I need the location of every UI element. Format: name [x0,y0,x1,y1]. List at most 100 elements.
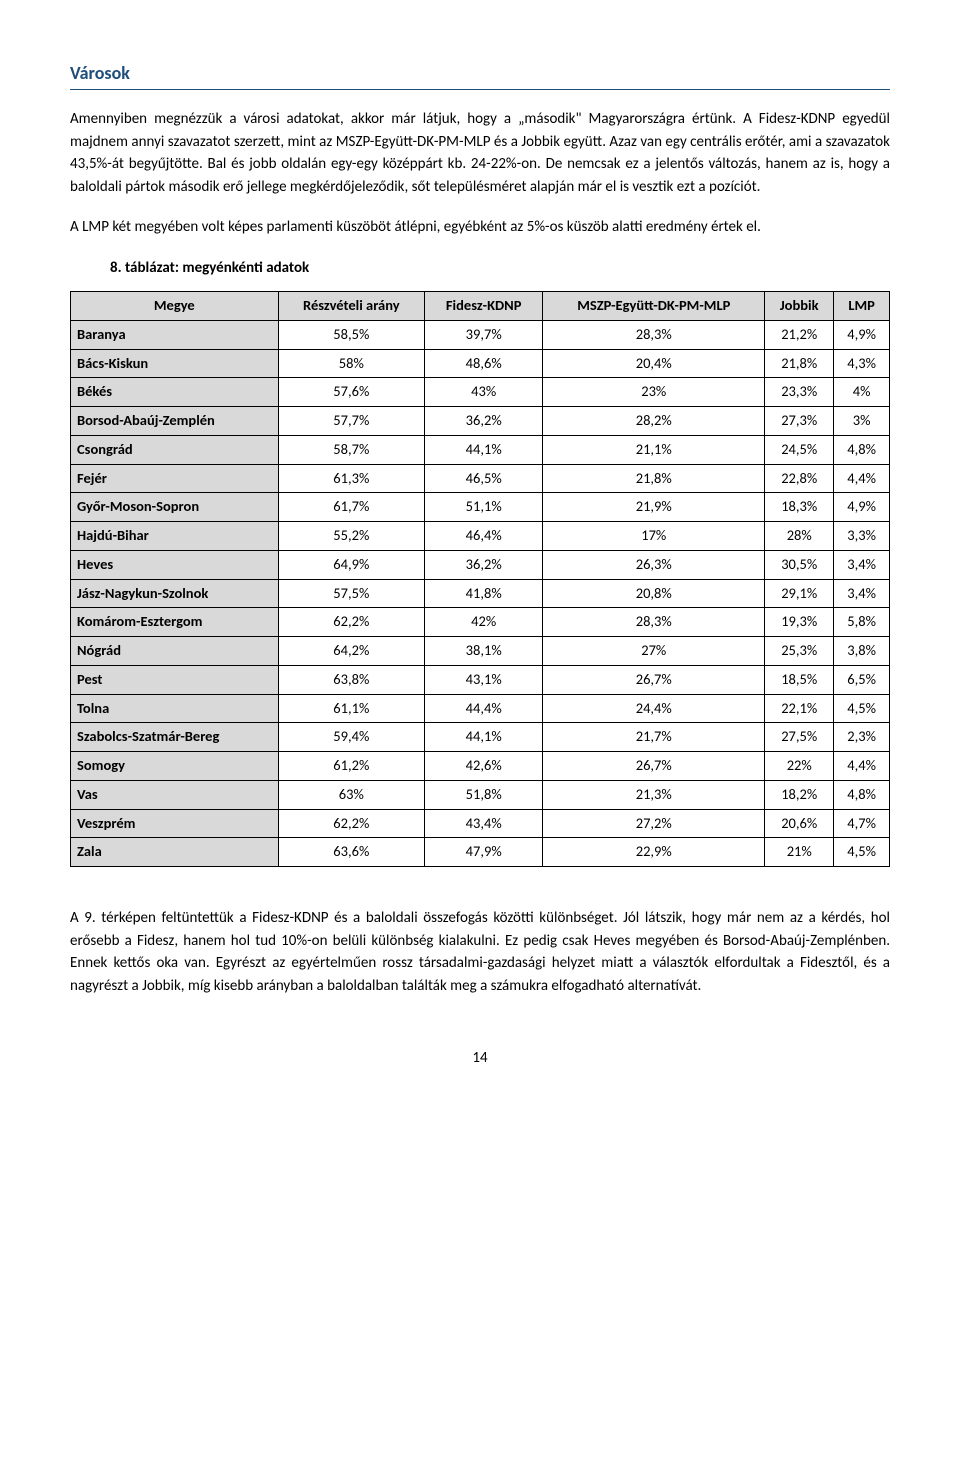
row-value: 27,2% [543,809,765,838]
row-value: 18,3% [765,493,834,522]
row-value: 22% [765,752,834,781]
row-value: 17% [543,522,765,551]
row-value: 63% [278,780,424,809]
row-value: 26,7% [543,665,765,694]
table-row: Tolna61,1%44,4%24,4%22,1%4,5% [71,694,890,723]
section-title: Városok [70,60,890,90]
row-value: 42,6% [425,752,543,781]
col-megye: Megye [71,292,279,321]
col-mszp: MSZP-Együtt-DK-PM-MLP [543,292,765,321]
row-value: 6,5% [834,665,890,694]
row-value: 4,4% [834,464,890,493]
row-value: 27,3% [765,407,834,436]
row-value: 4,3% [834,349,890,378]
row-value: 46,4% [425,522,543,551]
row-value: 58,7% [278,435,424,464]
county-data-table: Megye Részvételi arány Fidesz-KDNP MSZP-… [70,291,890,867]
row-value: 41,8% [425,579,543,608]
row-label: Jász-Nagykun-Szolnok [71,579,279,608]
row-value: 24,4% [543,694,765,723]
row-value: 21% [765,838,834,867]
row-label: Pest [71,665,279,694]
row-label: Baranya [71,320,279,349]
row-value: 21,3% [543,780,765,809]
row-value: 21,7% [543,723,765,752]
row-value: 4,9% [834,320,890,349]
row-label: Tolna [71,694,279,723]
row-value: 21,8% [543,464,765,493]
table-row: Komárom-Esztergom62,2%42%28,3%19,3%5,8% [71,608,890,637]
table-row: Csongrád58,7%44,1%21,1%24,5%4,8% [71,435,890,464]
row-value: 59,4% [278,723,424,752]
row-value: 26,3% [543,550,765,579]
row-value: 64,9% [278,550,424,579]
row-value: 23% [543,378,765,407]
row-value: 28,3% [543,320,765,349]
col-jobbik: Jobbik [765,292,834,321]
row-value: 62,2% [278,608,424,637]
row-value: 30,5% [765,550,834,579]
row-value: 22,8% [765,464,834,493]
row-value: 4,8% [834,780,890,809]
row-value: 63,8% [278,665,424,694]
table-row: Hajdú-Bihar55,2%46,4%17%28%3,3% [71,522,890,551]
table-row: Pest63,8%43,1%26,7%18,5%6,5% [71,665,890,694]
row-value: 55,2% [278,522,424,551]
row-value: 51,8% [425,780,543,809]
row-label: Vas [71,780,279,809]
paragraph-2: A LMP két megyében volt képes parlamenti… [70,216,890,239]
table-header-row: Megye Részvételi arány Fidesz-KDNP MSZP-… [71,292,890,321]
table-row: Zala63,6%47,9%22,9%21%4,5% [71,838,890,867]
table-row: Jász-Nagykun-Szolnok57,5%41,8%20,8%29,1%… [71,579,890,608]
row-value: 44,4% [425,694,543,723]
row-value: 21,8% [765,349,834,378]
row-value: 4% [834,378,890,407]
row-value: 57,6% [278,378,424,407]
row-value: 29,1% [765,579,834,608]
row-value: 21,1% [543,435,765,464]
row-value: 36,2% [425,407,543,436]
table-row: Bács-Kiskun58%48,6%20,4%21,8%4,3% [71,349,890,378]
paragraph-1: Amennyiben megnézzük a városi adatokat, … [70,108,890,198]
row-value: 57,5% [278,579,424,608]
row-value: 19,3% [765,608,834,637]
row-value: 2,3% [834,723,890,752]
row-value: 61,7% [278,493,424,522]
row-value: 3,3% [834,522,890,551]
table-row: Nógrád64,2%38,1%27%25,3%3,8% [71,637,890,666]
table-row: Vas63%51,8%21,3%18,2%4,8% [71,780,890,809]
table-row: Somogy61,2%42,6%26,7%22%4,4% [71,752,890,781]
row-value: 64,2% [278,637,424,666]
row-label: Bács-Kiskun [71,349,279,378]
row-value: 58,5% [278,320,424,349]
row-value: 27% [543,637,765,666]
col-fidesz: Fidesz-KDNP [425,292,543,321]
row-value: 62,2% [278,809,424,838]
row-label: Zala [71,838,279,867]
row-value: 43,4% [425,809,543,838]
row-label: Somogy [71,752,279,781]
row-label: Szabolcs-Szatmár-Bereg [71,723,279,752]
paragraph-3: A 9. térképen feltüntettük a Fidesz-KDNP… [70,907,890,997]
row-value: 26,7% [543,752,765,781]
row-value: 57,7% [278,407,424,436]
row-label: Nógrád [71,637,279,666]
table-row: Békés57,6%43%23%23,3%4% [71,378,890,407]
row-label: Hajdú-Bihar [71,522,279,551]
row-value: 23,3% [765,378,834,407]
row-value: 20,6% [765,809,834,838]
row-value: 4,9% [834,493,890,522]
row-value: 47,9% [425,838,543,867]
row-value: 25,3% [765,637,834,666]
page-number: 14 [70,1047,890,1070]
row-value: 51,1% [425,493,543,522]
row-value: 20,4% [543,349,765,378]
row-value: 38,1% [425,637,543,666]
row-value: 4,5% [834,838,890,867]
row-value: 28,2% [543,407,765,436]
row-value: 22,1% [765,694,834,723]
row-value: 22,9% [543,838,765,867]
row-value: 21,9% [543,493,765,522]
row-value: 39,7% [425,320,543,349]
table-row: Heves64,9%36,2%26,3%30,5%3,4% [71,550,890,579]
